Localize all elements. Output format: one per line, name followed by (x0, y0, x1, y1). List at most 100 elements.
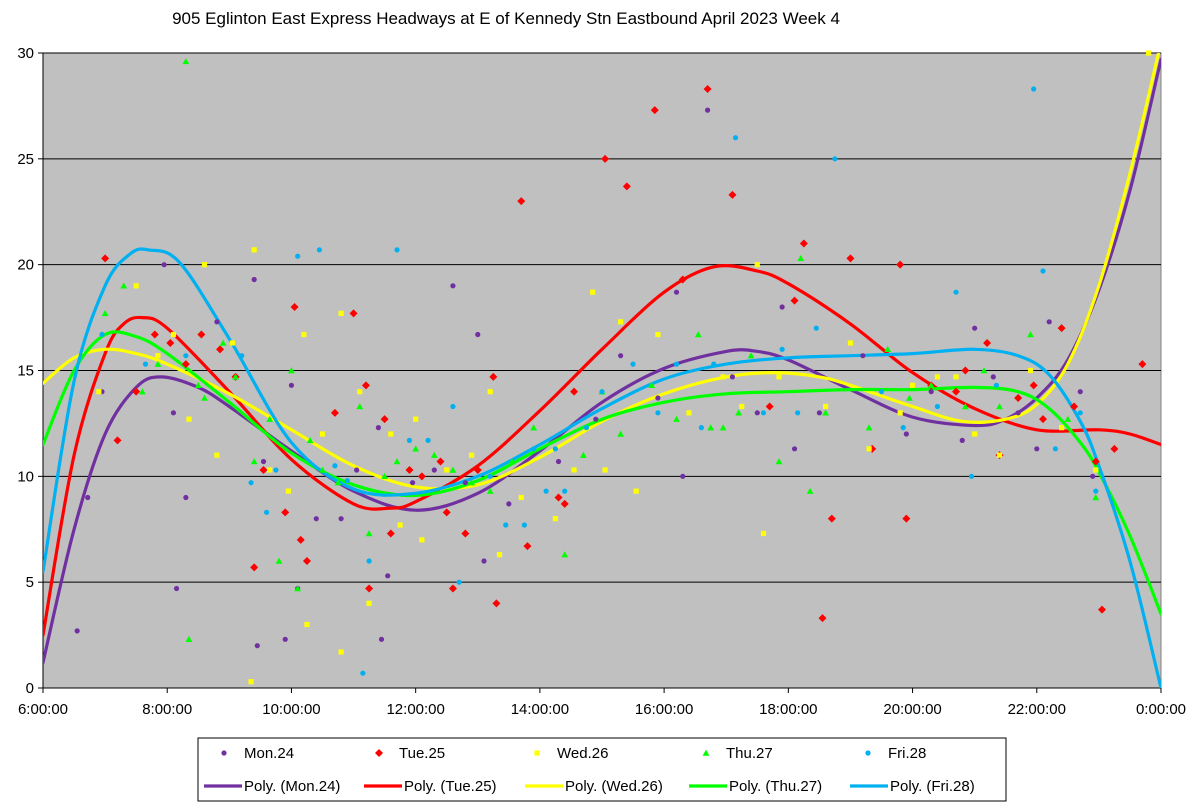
y-tick-label: 25 (17, 151, 34, 168)
data-point (909, 382, 916, 388)
data-point (1034, 446, 1040, 452)
data-point (590, 289, 596, 295)
data-point (385, 573, 391, 579)
trendline-poly-fri-28 (43, 247, 1161, 688)
data-points (74, 50, 1152, 685)
data-point (487, 389, 493, 395)
legend-label: Poly. (Mon.24) (244, 778, 340, 795)
data-point (264, 509, 270, 515)
data-point (673, 415, 680, 422)
data-point (306, 436, 314, 444)
data-point (1093, 488, 1099, 494)
y-tick-label: 5 (26, 574, 34, 591)
data-point (442, 508, 451, 517)
data-point (380, 415, 389, 424)
legend-marker (702, 749, 710, 756)
data-point (170, 331, 177, 338)
data-point (728, 190, 737, 199)
data-point (275, 557, 283, 564)
data-point (732, 135, 739, 141)
data-point (489, 372, 498, 381)
x-tick-label: 8:00:00 (142, 701, 192, 718)
data-point (154, 360, 162, 367)
x-tick-label: 0:00:00 (1136, 701, 1186, 718)
data-point (927, 381, 935, 389)
data-point (1090, 473, 1096, 479)
data-point (409, 480, 416, 486)
data-point (1077, 389, 1083, 395)
data-point (779, 304, 785, 310)
data-point (739, 403, 745, 410)
data-point (860, 353, 866, 359)
data-point (1138, 360, 1147, 369)
data-point (290, 303, 299, 311)
data-point (113, 436, 122, 445)
legend: Mon.24 Tue.25 Wed.26 Thu.27 Fri.28 Poly. (Mon… (197, 737, 1007, 802)
data-point (313, 516, 319, 522)
data-point (896, 260, 905, 269)
data-point (338, 310, 344, 316)
data-point (993, 382, 1000, 388)
data-point (366, 558, 372, 564)
data-point (365, 584, 374, 593)
data-point (735, 409, 743, 416)
data-point (288, 367, 295, 374)
data-point (531, 446, 537, 452)
data-point (560, 499, 569, 508)
data-point (295, 253, 301, 259)
x-tick-label: 16:00:00 (635, 701, 693, 718)
data-point (990, 374, 996, 380)
data-point (760, 410, 767, 416)
data-point (678, 275, 687, 284)
data-point (711, 361, 717, 367)
data-point (361, 381, 370, 390)
data-point (338, 516, 344, 522)
data-point (431, 467, 437, 473)
data-point (183, 353, 189, 359)
trendline-poly-thu-27 (43, 330, 1161, 616)
data-point (622, 182, 631, 191)
data-point (694, 331, 702, 338)
legend-label: Mon.24 (244, 745, 294, 762)
data-point (1059, 425, 1065, 431)
data-point (813, 325, 819, 331)
data-point (680, 473, 686, 479)
data-point (449, 466, 457, 473)
data-point (953, 289, 959, 295)
data-point (316, 247, 322, 253)
trendline-poly-mon-24 (43, 57, 1161, 665)
data-point (360, 670, 366, 676)
x-tick-label: 12:00:00 (386, 701, 444, 718)
series-wed-26 (96, 50, 1152, 685)
legend-marker (375, 749, 383, 757)
data-point (166, 338, 175, 347)
data-point (518, 494, 524, 501)
data-point (650, 106, 659, 115)
data-point (1014, 394, 1023, 403)
data-point (754, 410, 760, 416)
data-point (673, 289, 680, 295)
data-point (334, 479, 342, 486)
data-point (183, 494, 189, 501)
data-point (571, 467, 577, 473)
data-point (523, 542, 532, 551)
data-point (760, 530, 767, 537)
legend-label: Fri.28 (888, 745, 926, 762)
y-tick-label: 0 (26, 680, 34, 697)
axes: 0 5 10 15 20 25 30 6:00:00 8:00:00 10:00:00 12:00:… (17, 45, 1186, 718)
data-point (288, 382, 295, 388)
data-point (492, 599, 501, 608)
data-point (972, 325, 978, 331)
data-point (201, 394, 208, 401)
data-point (552, 516, 559, 522)
y-tick-label: 10 (17, 468, 34, 485)
x-tick-label: 6:00:00 (18, 701, 68, 718)
data-point (602, 467, 608, 473)
data-point (1070, 402, 1079, 411)
data-point (330, 408, 339, 417)
data-point (704, 107, 711, 113)
data-point (686, 410, 692, 416)
data-point (132, 387, 141, 396)
data-point (508, 458, 516, 465)
